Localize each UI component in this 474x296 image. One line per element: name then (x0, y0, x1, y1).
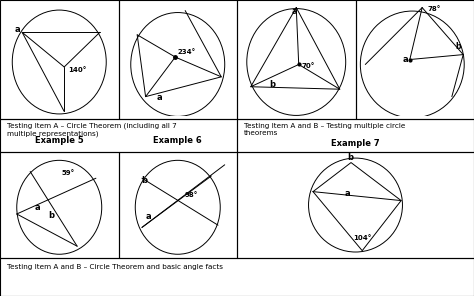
Text: b: b (141, 176, 147, 185)
Text: a: a (157, 93, 163, 102)
Text: 59°: 59° (62, 170, 74, 176)
Text: Example 5: Example 5 (35, 136, 83, 145)
Text: b: b (456, 42, 461, 51)
Text: Testing Item A – Circle Theorem (including all 7
multiple representations): Testing Item A – Circle Theorem (includi… (7, 123, 177, 137)
Text: a: a (14, 25, 20, 34)
Text: a: a (146, 212, 151, 221)
Text: a: a (35, 203, 40, 213)
Text: Testing Item A and B – Testing multiple circle
theorems: Testing Item A and B – Testing multiple … (244, 123, 405, 136)
Text: 98°: 98° (184, 192, 198, 198)
Text: b: b (347, 153, 354, 162)
Text: Testing Item A and B – Circle Theorem and basic angle facts: Testing Item A and B – Circle Theorem an… (7, 264, 223, 270)
Text: Example 7: Example 7 (331, 139, 380, 149)
Text: Example 6: Example 6 (154, 136, 202, 145)
Text: 104°: 104° (353, 235, 372, 241)
Text: b: b (269, 80, 275, 89)
Text: a: a (292, 7, 297, 16)
Text: 78°: 78° (427, 6, 440, 12)
Text: 140°: 140° (68, 67, 86, 73)
Text: 234°: 234° (178, 49, 196, 54)
Text: a: a (344, 189, 350, 198)
Text: b: b (48, 211, 54, 221)
Text: a: a (402, 55, 408, 64)
Text: 70°: 70° (301, 63, 314, 70)
